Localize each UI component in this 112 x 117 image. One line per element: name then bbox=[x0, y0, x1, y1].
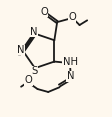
Text: NH: NH bbox=[62, 57, 78, 67]
Text: O: O bbox=[68, 12, 76, 22]
Text: N: N bbox=[67, 71, 74, 81]
Text: S: S bbox=[32, 66, 38, 76]
Text: ..: .. bbox=[18, 52, 22, 57]
Text: N: N bbox=[30, 27, 38, 37]
Text: N: N bbox=[17, 45, 25, 55]
Text: O: O bbox=[40, 7, 48, 17]
Text: O: O bbox=[24, 75, 32, 85]
